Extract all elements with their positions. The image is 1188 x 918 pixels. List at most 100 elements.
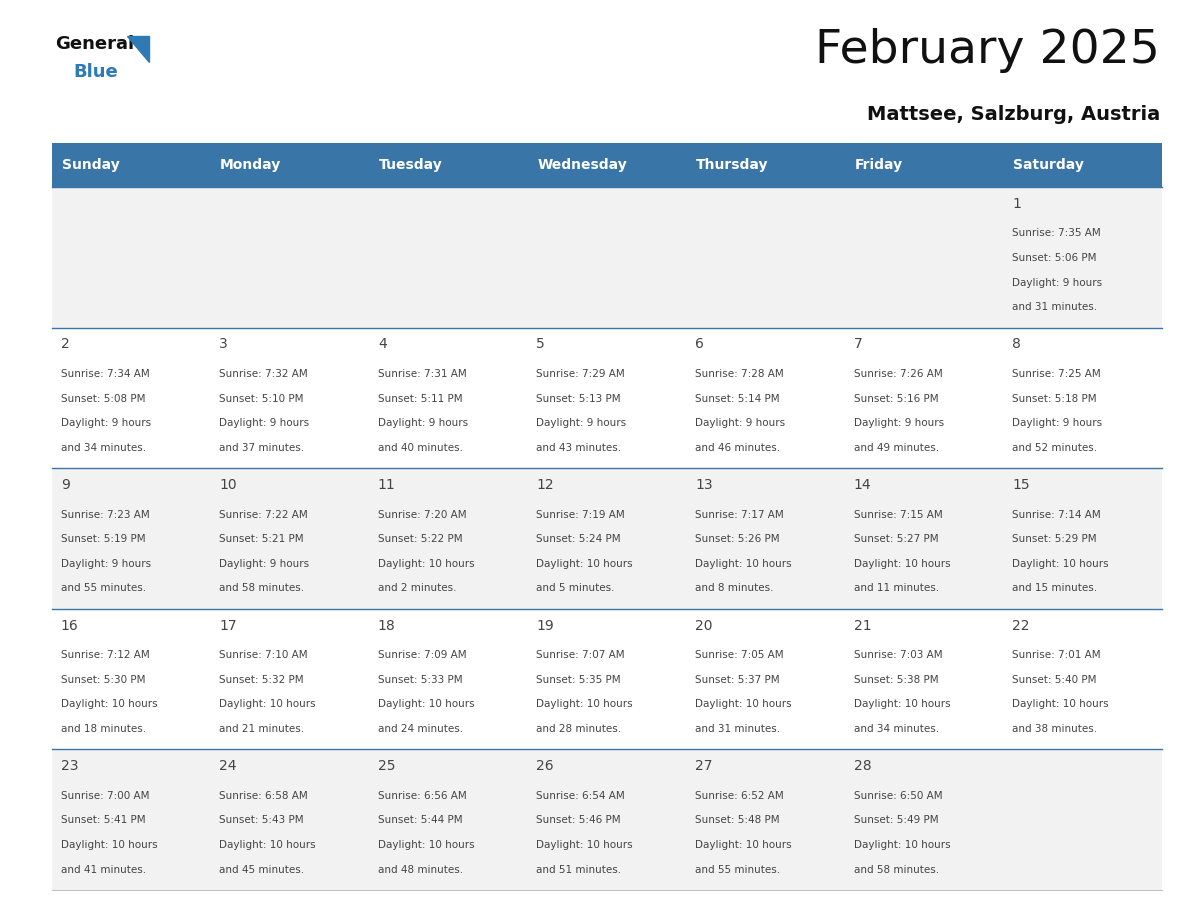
Text: and 37 minutes.: and 37 minutes. [220, 442, 304, 453]
Text: Sunrise: 7:10 AM: Sunrise: 7:10 AM [220, 650, 308, 660]
Bar [52, 187, 1162, 328]
Text: and 38 minutes.: and 38 minutes. [1012, 724, 1098, 734]
Text: 9: 9 [61, 478, 70, 492]
Bar [52, 749, 1162, 890]
Text: Sunset: 5:19 PM: Sunset: 5:19 PM [61, 534, 145, 544]
Text: Daylight: 10 hours: Daylight: 10 hours [695, 840, 791, 850]
Text: Friday: Friday [854, 158, 903, 172]
Text: Sunrise: 6:58 AM: Sunrise: 6:58 AM [220, 791, 308, 800]
Text: and 41 minutes.: and 41 minutes. [61, 865, 146, 875]
Text: Sunrise: 7:19 AM: Sunrise: 7:19 AM [537, 509, 625, 520]
Text: and 43 minutes.: and 43 minutes. [537, 442, 621, 453]
Text: 7: 7 [854, 338, 862, 352]
Text: Sunrise: 7:05 AM: Sunrise: 7:05 AM [695, 650, 784, 660]
Text: Sunrise: 6:54 AM: Sunrise: 6:54 AM [537, 791, 625, 800]
Text: Sunset: 5:49 PM: Sunset: 5:49 PM [854, 815, 939, 825]
Text: Blue: Blue [72, 63, 118, 81]
Text: 25: 25 [378, 759, 396, 773]
Polygon shape [127, 36, 148, 62]
Text: 6: 6 [695, 338, 703, 352]
Text: Daylight: 9 hours: Daylight: 9 hours [695, 419, 785, 429]
Text: Sunrise: 7:26 AM: Sunrise: 7:26 AM [854, 369, 942, 379]
Text: Daylight: 9 hours: Daylight: 9 hours [1012, 277, 1102, 287]
Text: 15: 15 [1012, 478, 1030, 492]
Text: 8: 8 [1012, 338, 1020, 352]
Text: Sunrise: 7:25 AM: Sunrise: 7:25 AM [1012, 369, 1101, 379]
Text: Sunset: 5:26 PM: Sunset: 5:26 PM [695, 534, 779, 544]
Text: Sunset: 5:21 PM: Sunset: 5:21 PM [220, 534, 304, 544]
Text: Sunset: 5:41 PM: Sunset: 5:41 PM [61, 815, 145, 825]
Text: Sunset: 5:29 PM: Sunset: 5:29 PM [1012, 534, 1097, 544]
Text: Daylight: 10 hours: Daylight: 10 hours [854, 840, 950, 850]
Text: Sunrise: 6:56 AM: Sunrise: 6:56 AM [378, 791, 467, 800]
Text: Sunrise: 7:28 AM: Sunrise: 7:28 AM [695, 369, 784, 379]
Text: 21: 21 [854, 619, 871, 633]
Text: Sunset: 5:13 PM: Sunset: 5:13 PM [537, 394, 621, 404]
Text: Daylight: 9 hours: Daylight: 9 hours [1012, 419, 1102, 429]
Text: 16: 16 [61, 619, 78, 633]
Text: Sunrise: 7:29 AM: Sunrise: 7:29 AM [537, 369, 625, 379]
Text: 18: 18 [378, 619, 396, 633]
Text: Sunrise: 7:01 AM: Sunrise: 7:01 AM [1012, 650, 1101, 660]
Text: and 31 minutes.: and 31 minutes. [1012, 302, 1098, 312]
Text: and 34 minutes.: and 34 minutes. [61, 442, 146, 453]
Text: Sunset: 5:37 PM: Sunset: 5:37 PM [695, 675, 779, 685]
Text: Sunset: 5:40 PM: Sunset: 5:40 PM [1012, 675, 1097, 685]
Text: 20: 20 [695, 619, 713, 633]
Text: Sunset: 5:38 PM: Sunset: 5:38 PM [854, 675, 939, 685]
Text: Daylight: 10 hours: Daylight: 10 hours [695, 559, 791, 569]
Text: 17: 17 [220, 619, 236, 633]
Bar [52, 468, 1162, 609]
Text: Daylight: 10 hours: Daylight: 10 hours [537, 840, 633, 850]
Text: Daylight: 9 hours: Daylight: 9 hours [220, 559, 309, 569]
Text: Daylight: 9 hours: Daylight: 9 hours [378, 419, 468, 429]
Text: Daylight: 9 hours: Daylight: 9 hours [61, 559, 151, 569]
Text: Sunset: 5:10 PM: Sunset: 5:10 PM [220, 394, 304, 404]
Text: Sunrise: 6:52 AM: Sunrise: 6:52 AM [695, 791, 784, 800]
Text: 12: 12 [537, 478, 554, 492]
Text: Sunrise: 7:32 AM: Sunrise: 7:32 AM [220, 369, 308, 379]
Text: Sunrise: 7:22 AM: Sunrise: 7:22 AM [220, 509, 308, 520]
Text: Daylight: 9 hours: Daylight: 9 hours [61, 419, 151, 429]
Text: and 11 minutes.: and 11 minutes. [854, 584, 939, 594]
Text: Daylight: 10 hours: Daylight: 10 hours [1012, 559, 1108, 569]
Text: 2: 2 [61, 338, 69, 352]
Text: 19: 19 [537, 619, 554, 633]
Text: 11: 11 [378, 478, 396, 492]
Text: Sunset: 5:08 PM: Sunset: 5:08 PM [61, 394, 145, 404]
Text: Tuesday: Tuesday [379, 158, 442, 172]
Text: Sunrise: 6:50 AM: Sunrise: 6:50 AM [854, 791, 942, 800]
Text: Mattsee, Salzburg, Austria: Mattsee, Salzburg, Austria [867, 105, 1159, 124]
Text: Sunrise: 7:14 AM: Sunrise: 7:14 AM [1012, 509, 1101, 520]
Text: Sunset: 5:06 PM: Sunset: 5:06 PM [1012, 253, 1097, 263]
Text: and 24 minutes.: and 24 minutes. [378, 724, 463, 734]
Text: Sunset: 5:46 PM: Sunset: 5:46 PM [537, 815, 621, 825]
Text: and 2 minutes.: and 2 minutes. [378, 584, 456, 594]
Text: Daylight: 9 hours: Daylight: 9 hours [220, 419, 309, 429]
Text: General: General [55, 35, 134, 53]
Text: Sunrise: 7:00 AM: Sunrise: 7:00 AM [61, 791, 150, 800]
Text: and 18 minutes.: and 18 minutes. [61, 724, 146, 734]
Text: Sunset: 5:14 PM: Sunset: 5:14 PM [695, 394, 779, 404]
Text: 13: 13 [695, 478, 713, 492]
Text: and 55 minutes.: and 55 minutes. [695, 865, 781, 875]
Text: Daylight: 10 hours: Daylight: 10 hours [378, 840, 474, 850]
Text: Daylight: 10 hours: Daylight: 10 hours [378, 559, 474, 569]
Text: 10: 10 [220, 478, 236, 492]
Text: and 31 minutes.: and 31 minutes. [695, 724, 781, 734]
Text: Daylight: 9 hours: Daylight: 9 hours [854, 419, 943, 429]
Text: 4: 4 [378, 338, 386, 352]
Text: and 49 minutes.: and 49 minutes. [854, 442, 939, 453]
Text: Saturday: Saturday [1013, 158, 1083, 172]
Text: Sunrise: 7:03 AM: Sunrise: 7:03 AM [854, 650, 942, 660]
Text: and 58 minutes.: and 58 minutes. [854, 865, 939, 875]
Text: Sunrise: 7:31 AM: Sunrise: 7:31 AM [378, 369, 467, 379]
Text: Daylight: 10 hours: Daylight: 10 hours [854, 700, 950, 710]
Text: Sunset: 5:22 PM: Sunset: 5:22 PM [378, 534, 462, 544]
Text: Daylight: 10 hours: Daylight: 10 hours [1012, 700, 1108, 710]
Text: Thursday: Thursday [696, 158, 769, 172]
Text: Sunrise: 7:15 AM: Sunrise: 7:15 AM [854, 509, 942, 520]
Text: Daylight: 10 hours: Daylight: 10 hours [854, 559, 950, 569]
Text: Sunset: 5:48 PM: Sunset: 5:48 PM [695, 815, 779, 825]
Text: Sunrise: 7:20 AM: Sunrise: 7:20 AM [378, 509, 467, 520]
